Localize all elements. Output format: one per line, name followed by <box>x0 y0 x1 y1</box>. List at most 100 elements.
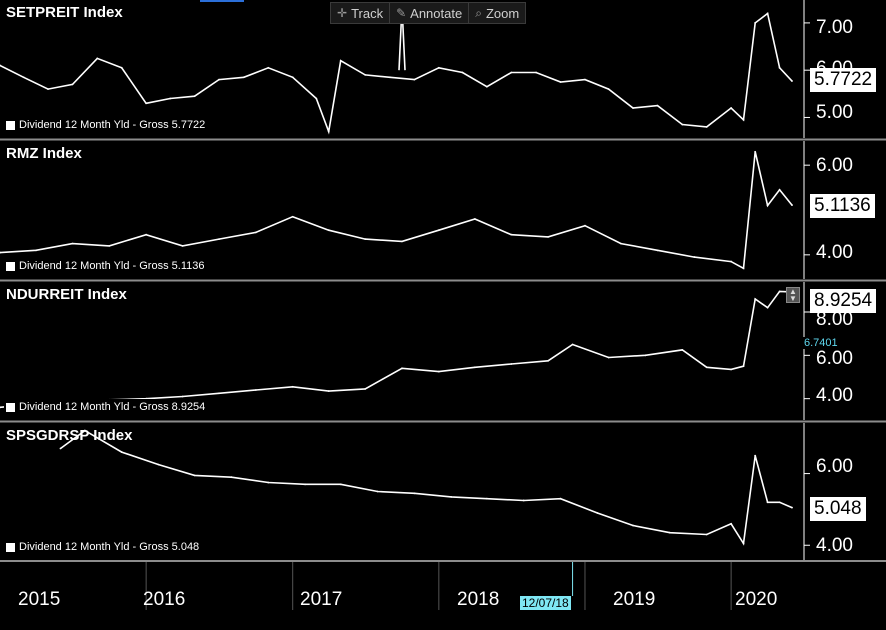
legend-swatch <box>6 402 15 412</box>
data-point <box>437 370 440 373</box>
data-point <box>389 76 391 79</box>
data-point <box>71 83 74 86</box>
data-point <box>254 231 257 234</box>
panel-title-rmz: RMZ Index <box>6 145 82 162</box>
pencil-icon: ✎ <box>396 6 407 20</box>
data-point <box>632 524 634 527</box>
data-point <box>0 251 1 254</box>
data-point <box>157 463 160 466</box>
data-point <box>584 224 586 227</box>
data-point <box>339 483 342 486</box>
panel-title-spsgdrsp: SPSGDRSP Index <box>6 427 133 444</box>
data-point <box>413 492 416 495</box>
data-point <box>364 74 367 76</box>
data-point <box>145 233 148 236</box>
panel-title-setpreit: SETPREIT Index <box>6 4 123 21</box>
ytick: 4.00 <box>816 535 853 556</box>
track-button[interactable]: ✛ Track <box>331 3 391 23</box>
data-point <box>145 102 148 105</box>
data-point <box>620 242 622 245</box>
data-point <box>22 76 25 79</box>
data-point <box>547 235 550 238</box>
data-point <box>339 59 342 62</box>
chart-toolbar: ✛ Track ✎ Annotate ⌕ Zoom <box>330 2 527 24</box>
data-point <box>607 356 610 359</box>
cursor-date: 12/07/18 <box>520 596 571 610</box>
data-point <box>35 249 37 252</box>
data-point <box>766 12 769 15</box>
data-point <box>291 385 294 388</box>
data-point <box>742 267 745 270</box>
data-point <box>267 481 270 484</box>
data-point <box>0 64 1 67</box>
panel-title-ndurreit: NDURREIT Index <box>6 286 127 303</box>
data-point <box>778 290 781 293</box>
data-point <box>730 260 733 263</box>
data-point <box>705 366 708 369</box>
data-point <box>754 298 757 300</box>
ytick: 4.00 <box>816 385 853 406</box>
data-point <box>693 256 696 258</box>
ytick: 8.00 <box>816 309 853 330</box>
legend-text-spsgdrsp: Dividend 12 Month Yld - Gross 5.048 <box>19 541 200 553</box>
last-value-ndurreit: 8.9254 <box>810 289 877 313</box>
data-point <box>83 429 86 432</box>
legend-rmz: Dividend 12 Month Yld - Gross 5.1136 <box>4 258 209 274</box>
data-point <box>791 80 793 82</box>
ytick: 7.00 <box>816 17 853 38</box>
data-point <box>584 78 586 81</box>
data-point <box>267 66 270 69</box>
data-point <box>766 501 769 504</box>
data-point <box>681 123 684 126</box>
ytick: 6.00 <box>816 155 853 176</box>
data-point <box>96 57 99 60</box>
data-point <box>778 188 781 191</box>
data-point <box>754 454 757 457</box>
data-point <box>327 390 330 392</box>
data-point <box>376 490 379 493</box>
data-point <box>401 367 403 370</box>
data-point <box>705 533 708 536</box>
legend-swatch <box>6 542 15 552</box>
data-point <box>193 95 196 98</box>
ytick: 6.00 <box>816 348 853 369</box>
data-point <box>120 66 123 69</box>
track-label: Track <box>351 5 384 21</box>
data-point <box>668 531 671 534</box>
data-point <box>632 107 634 109</box>
x-tick-label: 2019 <box>613 589 656 610</box>
data-point <box>681 349 684 351</box>
data-point <box>461 71 464 74</box>
legend-swatch <box>6 120 15 130</box>
series-line-3 <box>60 429 793 546</box>
panel-scroll-control[interactable]: ▲ ▼ <box>786 287 800 303</box>
data-point <box>607 88 610 90</box>
data-point <box>304 483 307 486</box>
data-point <box>450 495 453 498</box>
zoom-button[interactable]: ⌕ Zoom <box>469 3 525 23</box>
legend-text-ndurreit: Dividend 12 Month Yld - Gross 8.9254 <box>19 401 206 413</box>
data-point <box>364 388 367 390</box>
top-accent-bar <box>200 0 244 2</box>
magnifier-icon: ⌕ <box>475 5 482 20</box>
data-point <box>218 238 220 241</box>
zoom-label: Zoom <box>485 5 520 21</box>
annotate-label: Annotate <box>410 5 463 21</box>
data-point <box>559 497 562 500</box>
x-tick-label: 2017 <box>300 589 343 610</box>
data-point <box>120 451 123 453</box>
data-point <box>754 150 757 153</box>
annotate-button[interactable]: ✎ Annotate <box>390 3 470 23</box>
crosshair-icon: ✛ <box>337 6 348 20</box>
data-point <box>242 76 245 79</box>
x-tick-label: 2016 <box>143 589 186 610</box>
ytick: 6.00 <box>816 456 853 477</box>
data-point <box>485 85 488 88</box>
data-point <box>754 22 757 24</box>
data-point <box>510 363 513 365</box>
x-tick-label: 2015 <box>18 589 61 610</box>
data-point <box>327 130 330 133</box>
data-point <box>766 204 769 207</box>
